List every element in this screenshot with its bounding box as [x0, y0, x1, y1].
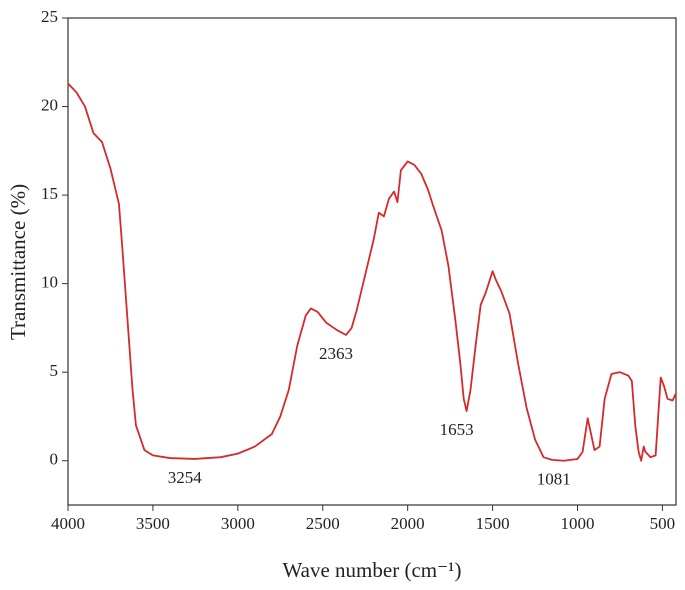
y-axis-title: Transmittance (%) — [6, 184, 30, 340]
y-tick-label: 5 — [50, 361, 59, 380]
spectrum-line — [67, 82, 677, 462]
x-tick-label: 3500 — [136, 514, 170, 533]
x-tick-label: 3000 — [221, 514, 255, 533]
y-tick-label: 10 — [41, 273, 58, 292]
x-tick-label: 1000 — [560, 514, 594, 533]
x-tick-label: 1500 — [476, 514, 510, 533]
x-axis-title: Wave number (cm⁻¹) — [283, 558, 462, 582]
x-tick-label: 2500 — [306, 514, 340, 533]
peak-label: 3254 — [168, 468, 203, 487]
y-tick-label: 20 — [41, 95, 58, 114]
peak-label: 1081 — [537, 470, 571, 489]
peak-label: 2363 — [319, 344, 353, 363]
y-tick-label: 0 — [50, 450, 59, 469]
y-tick-label: 15 — [41, 184, 58, 203]
plot-frame — [67, 17, 677, 506]
x-tick-label: 2000 — [391, 514, 425, 533]
x-tick-label: 4000 — [51, 514, 85, 533]
x-tick-label: 500 — [650, 514, 676, 533]
peak-label: 1653 — [440, 420, 474, 439]
y-tick-label: 25 — [41, 7, 58, 26]
